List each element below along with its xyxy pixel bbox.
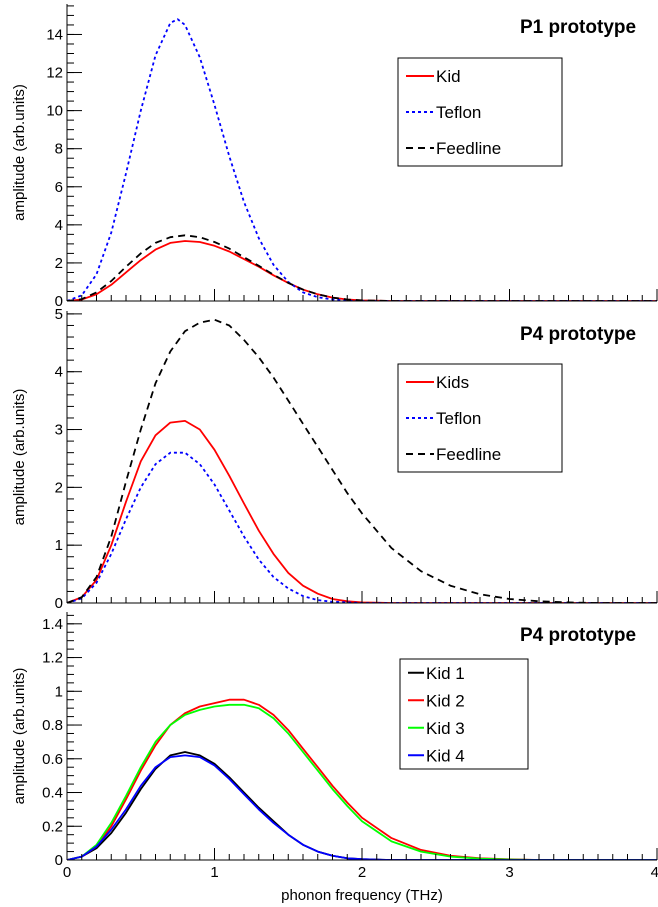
y-tick-label: 1.2 (42, 650, 63, 667)
y-tick-label: 5 (55, 306, 63, 323)
y-tick-label: 4 (55, 217, 63, 234)
y-tick-label: 3 (55, 422, 63, 439)
y-tick-label: 0.8 (42, 717, 63, 734)
panel-1: 0 2 4 6 8 10 12 14 amplitude (arb.units) P1 proto… (11, 4, 658, 310)
legend-label: Feedline (436, 445, 501, 464)
legend-label: Kid 2 (426, 691, 465, 710)
y-tick-label: 0 (55, 852, 63, 869)
y-tick-label: 2 (55, 479, 63, 496)
panel-title: P1 prototype (520, 17, 636, 38)
series-line-kid-2 (67, 698, 657, 860)
panel-3: 0 0.2 0.4 0.6 0.8 1 1.2 1.4 0 1 2 3 4 amplitude (arb.… (11, 612, 658, 904)
legend-label: Kid 3 (426, 719, 465, 738)
x-axis-title: phonon frequency (THz) (281, 887, 443, 904)
y-tick-label: 1 (55, 683, 63, 700)
y-tick-label: 0.4 (42, 785, 63, 802)
x-tick-label: 3 (505, 864, 513, 881)
x-tick-label: 2 (358, 864, 366, 881)
y-tick-label: 1.4 (42, 616, 63, 633)
legend-box (399, 658, 529, 770)
y-tick-label: 4 (55, 364, 63, 381)
y-tick-label: 14 (46, 26, 63, 43)
y-axis-title: amplitude (arb.units) (11, 389, 28, 526)
x-tick-label: 1 (210, 864, 218, 881)
y-tick-label: 0.2 (42, 818, 63, 835)
series-line-teflon (67, 18, 657, 301)
series-line-kid-4 (67, 754, 657, 860)
series-line-kid-3 (67, 703, 657, 860)
y-axis-title: amplitude (arb.units) (11, 668, 28, 805)
panel-title: P4 prototype (520, 625, 636, 646)
y-tick-label: 2 (55, 255, 63, 272)
x-tick-label: 4 (651, 864, 658, 881)
y-tick-label: 12 (46, 65, 63, 82)
legend: Kid 1 Kid 2 Kid 3 Kid 4 (399, 658, 529, 770)
y-tick-label: 6 (55, 179, 63, 196)
legend-label: Kid (436, 67, 461, 86)
y-tick-label: 8 (55, 141, 63, 158)
x-tick-label: 0 (63, 864, 71, 881)
legend-label: Kids (436, 373, 469, 392)
legend-label: Kid 4 (426, 746, 465, 765)
series-line-teflon (67, 451, 657, 603)
y-tick-label: 10 (46, 103, 63, 120)
series-line-feedline (67, 318, 657, 603)
y-tick-label: 1 (55, 537, 63, 554)
y-tick-label: 0 (55, 293, 63, 310)
legend-label: Feedline (436, 139, 501, 158)
legend: Kids Teflon Feedline (397, 363, 563, 473)
y-axis-title: amplitude (arb.units) (11, 84, 28, 221)
panel-2: 0 1 2 3 4 5 amplitude (arb.units) P4 prototype K… (11, 306, 658, 612)
legend-label: Teflon (436, 103, 481, 122)
panel-title: P4 prototype (520, 324, 636, 345)
y-tick-label: 0 (55, 595, 63, 612)
legend: Kid Teflon Feedline (397, 57, 563, 167)
legend-label: Teflon (436, 409, 481, 428)
legend-label: Kid 1 (426, 664, 465, 683)
y-tick-label: 0.6 (42, 751, 63, 768)
